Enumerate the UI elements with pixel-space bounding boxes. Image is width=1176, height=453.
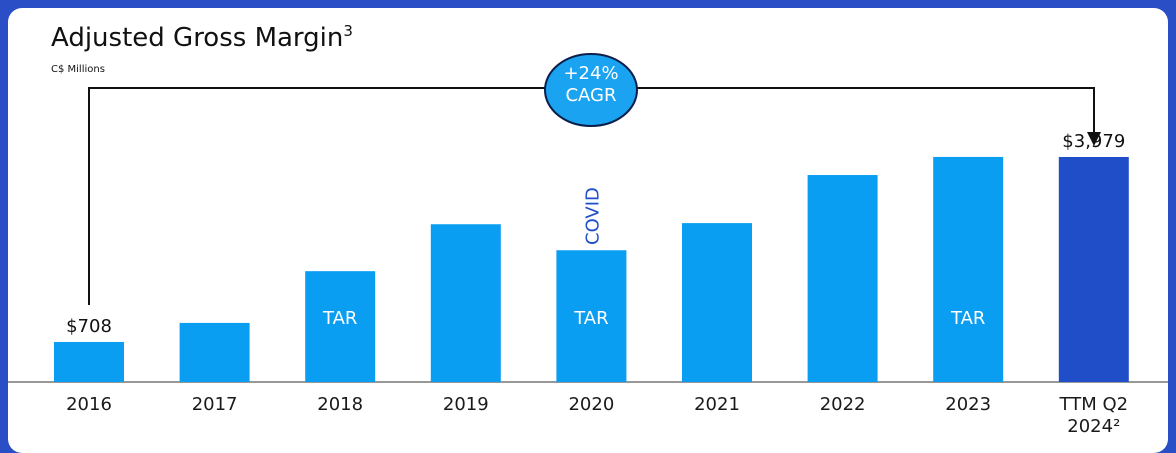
x-tick-label: 2022 — [819, 394, 866, 415]
cagr-bubble — [544, 53, 638, 127]
bar-annotation: TAR — [573, 308, 608, 329]
cagr-label: +24% CAGR — [563, 63, 619, 106]
bar — [430, 224, 501, 382]
bar — [682, 223, 752, 382]
chart-title: Adjusted Gross Margin3 — [51, 22, 353, 53]
x-tick-label: 2023 — [945, 394, 992, 415]
bar — [1058, 156, 1129, 382]
title-footnote: 3 — [343, 22, 353, 40]
x-tick-label: 2019 — [442, 394, 489, 415]
x-tick-label: 2020 — [568, 394, 615, 415]
bar — [807, 175, 878, 382]
chart: Adjusted Gross Margin3 C$ Millions $708 $… — [8, 22, 1168, 383]
bar — [305, 271, 376, 382]
x-tick-label: 2016 — [66, 394, 112, 415]
covid-annotation: COVID — [582, 187, 603, 245]
bar — [933, 156, 1004, 382]
value-label: $3,979 — [1062, 131, 1125, 152]
value-label: $708 — [66, 316, 112, 337]
bar — [556, 250, 627, 382]
title-text: Adjusted Gross Margin — [51, 23, 343, 53]
x-tick-label: 2018 — [317, 394, 364, 415]
bar-annotation: TAR — [322, 308, 357, 329]
x-tick-label: 2017 — [191, 394, 238, 415]
bar — [54, 341, 124, 382]
bar — [179, 322, 250, 382]
panel: Adjusted Gross Margin3 C$ Millions $708 $… — [8, 8, 1168, 453]
x-tick-label: TTM Q2 2024² — [1059, 394, 1129, 437]
subtitle: C$ Millions — [51, 64, 105, 75]
bar-annotation: TAR — [950, 308, 985, 329]
x-tick-label: 2021 — [694, 394, 740, 415]
arrow-head — [1087, 132, 1101, 146]
